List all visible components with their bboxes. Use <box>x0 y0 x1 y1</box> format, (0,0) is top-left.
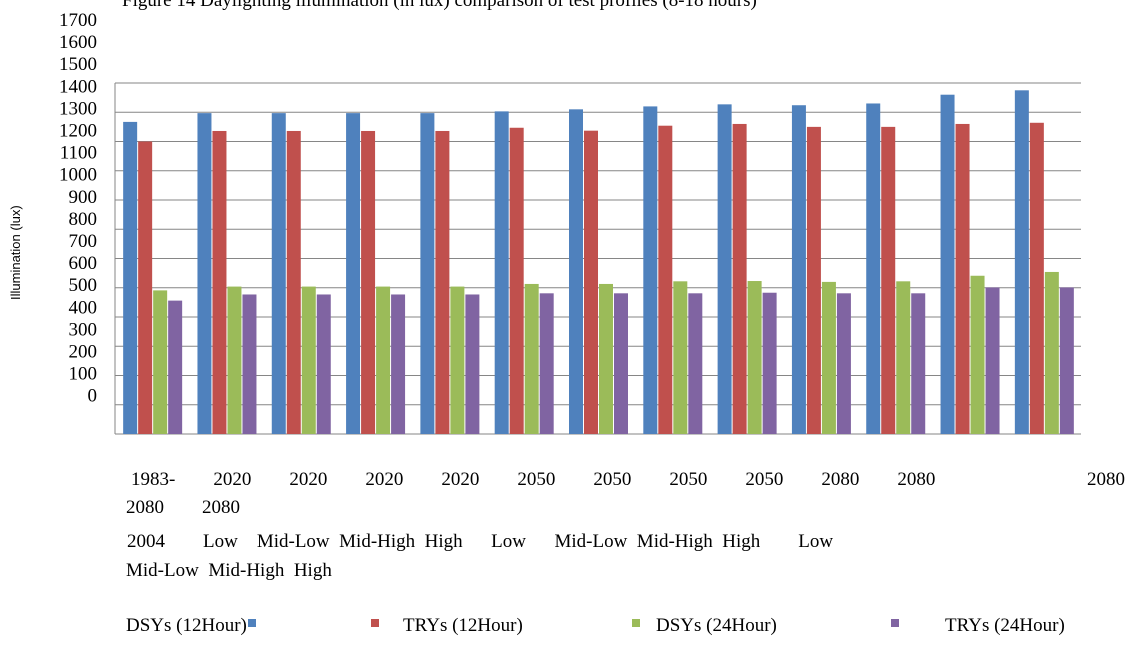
y-tick-label: 400 <box>69 297 98 318</box>
figure-caption: Figure 14 Daylighting illumination (in l… <box>122 0 757 11</box>
bar <box>569 109 583 434</box>
bar <box>316 294 331 434</box>
bar <box>1014 90 1029 434</box>
y-tick-label: 700 <box>69 231 98 252</box>
x-tick-label: 2080 2080 <box>126 497 240 518</box>
bar <box>866 103 881 434</box>
bar <box>450 286 465 434</box>
bar <box>584 130 598 435</box>
y-tick-label: 1300 <box>59 98 97 119</box>
y-tick-label: 1500 <box>59 54 97 75</box>
bar <box>717 104 732 434</box>
bar <box>732 123 747 434</box>
bar <box>197 113 212 434</box>
bar <box>614 293 628 434</box>
y-tick-label: 1100 <box>60 143 97 164</box>
bar <box>346 113 361 434</box>
bar <box>688 293 703 434</box>
bar <box>242 294 257 434</box>
bar <box>494 111 509 434</box>
bar <box>465 294 480 434</box>
y-tick-label: 1000 <box>59 165 97 186</box>
bar <box>970 275 985 434</box>
bar <box>985 287 1000 434</box>
y-tick-label: 0 <box>88 386 98 407</box>
bar <box>376 286 391 434</box>
y-tick-label: 1200 <box>59 121 97 142</box>
bar <box>1029 122 1044 434</box>
x-tick-label: Mid-Low Mid-High High <box>126 560 332 581</box>
y-tick-label: 1600 <box>59 32 97 53</box>
bar <box>435 130 450 434</box>
bar <box>420 113 435 434</box>
bar <box>747 281 762 434</box>
y-tick-label: 1400 <box>59 76 97 97</box>
bar <box>658 125 673 434</box>
bar <box>881 126 896 434</box>
bar <box>791 105 806 434</box>
y-tick-label: 1700 <box>59 10 97 31</box>
bar <box>762 292 777 434</box>
bar <box>227 286 242 434</box>
legend-marker <box>248 619 256 627</box>
x-tick-label: 1983- 2020 2020 2020 2020 2050 2050 2050… <box>131 469 935 490</box>
bar <box>911 293 926 434</box>
bar <box>806 126 821 434</box>
bar <box>940 94 955 434</box>
bar <box>1044 271 1059 434</box>
x-tick-label: 2004 Low Mid-Low Mid-High High Low Mid-L… <box>127 531 833 552</box>
bar <box>168 300 183 434</box>
bar <box>821 281 836 434</box>
bar <box>391 294 406 434</box>
bar <box>896 281 911 434</box>
y-tick-label: 300 <box>69 319 98 340</box>
y-tick-label: 900 <box>69 187 98 208</box>
bar <box>153 290 168 434</box>
legend-label: DSYs (24Hour) <box>656 615 777 636</box>
bar <box>643 106 658 435</box>
y-tick-label: 200 <box>69 342 98 363</box>
bar <box>955 123 970 434</box>
x-tick-label: 2080 <box>1087 469 1125 490</box>
bar <box>673 281 688 434</box>
legend-marker <box>371 619 379 627</box>
y-tick-label: 800 <box>69 209 98 230</box>
bar <box>301 286 316 434</box>
bar <box>836 293 851 434</box>
bar <box>286 130 301 434</box>
bar <box>212 130 227 434</box>
bar <box>361 130 376 434</box>
bar <box>524 283 539 434</box>
bar <box>271 113 286 434</box>
y-tick-label: 500 <box>69 275 98 296</box>
legend-label: DSYs (12Hour) <box>126 615 247 636</box>
legend-label: TRYs (12Hour) <box>403 615 523 636</box>
legend-marker <box>632 619 640 627</box>
bar <box>1059 287 1074 434</box>
bar <box>509 127 524 434</box>
y-tick-label: 600 <box>69 253 98 274</box>
legend-label: TRYs (24Hour) <box>945 615 1065 636</box>
bar <box>599 283 613 434</box>
bar <box>539 293 554 434</box>
legend-marker <box>891 619 899 627</box>
bar <box>123 121 138 434</box>
bar <box>138 141 153 434</box>
y-tick-label: 100 <box>69 364 98 385</box>
y-axis-label: Illumination (lux) <box>8 205 23 300</box>
